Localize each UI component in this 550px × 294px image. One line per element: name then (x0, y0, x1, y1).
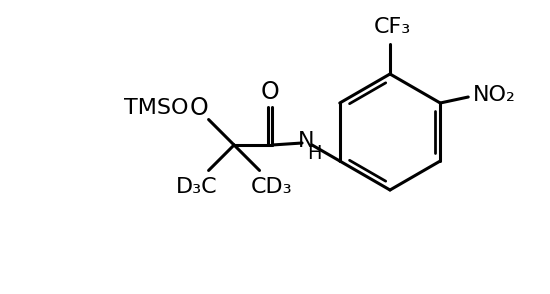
Text: CF₃: CF₃ (373, 17, 411, 37)
Text: N: N (298, 131, 314, 151)
Text: TMSO: TMSO (124, 98, 189, 118)
Text: H: H (307, 143, 321, 163)
Text: O: O (261, 80, 279, 104)
Text: NO₂: NO₂ (473, 85, 516, 105)
Text: CD₃: CD₃ (251, 178, 293, 198)
Text: D₃C: D₃C (176, 178, 217, 198)
Text: O: O (189, 96, 208, 120)
